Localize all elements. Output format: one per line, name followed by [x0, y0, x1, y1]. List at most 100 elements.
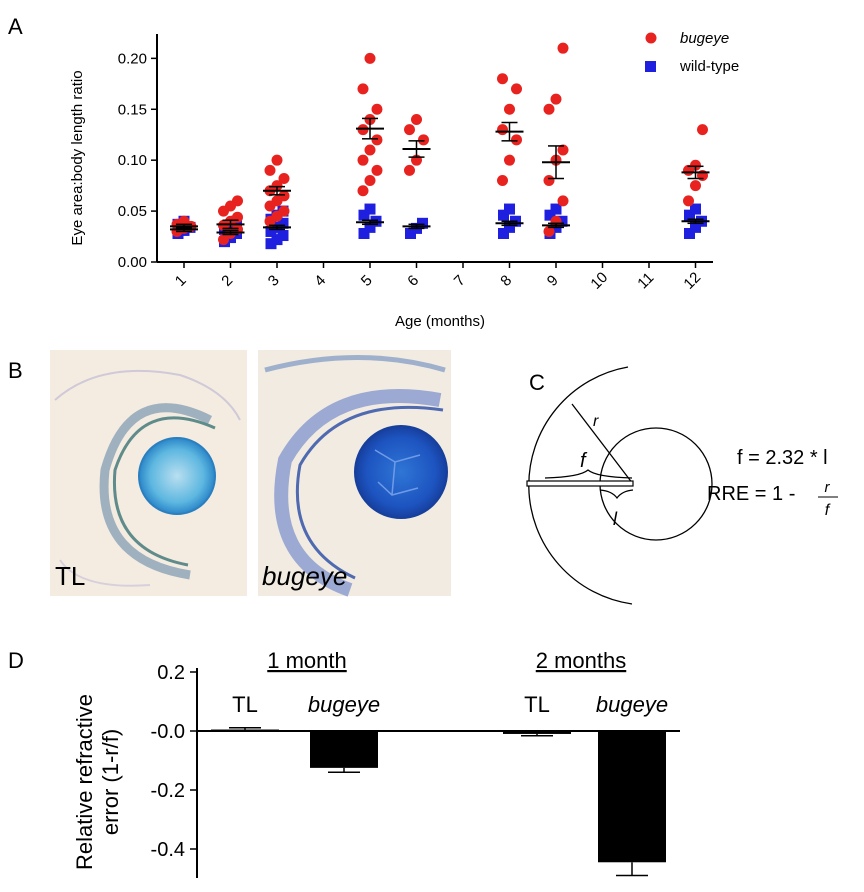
wild-type-point: [364, 221, 376, 233]
histology-tl-image: TL: [50, 350, 247, 596]
diagram-equation-1: f = 2.32 * l: [737, 447, 828, 469]
diagram-eye-outer-arc: [528, 366, 633, 605]
bugeye-point: [497, 73, 508, 85]
panel-letter-b: B: [8, 358, 23, 383]
panel-a-y-tick-label: 0.15: [118, 101, 147, 118]
panel-a-x-tick-label: 3: [265, 272, 283, 290]
histology-tl-tissue: [54, 369, 241, 421]
bugeye-point: [683, 195, 694, 207]
bugeye-point: [232, 195, 243, 207]
bugeye-point: [357, 185, 369, 197]
bugeye-point: [497, 175, 508, 187]
panel-a-x-tick-label: 2: [218, 272, 236, 290]
bugeye-point: [497, 124, 508, 136]
diagram-f-brace: [544, 469, 633, 479]
histology-tl-label: TL: [55, 561, 85, 591]
panel-d-bar-label: TL: [232, 692, 258, 717]
panel-a-y-tick-label: 0.00: [118, 254, 147, 271]
wild-type-point: [265, 238, 277, 250]
bugeye-point: [404, 164, 415, 176]
bugeye-point: [557, 195, 569, 207]
bugeye-point: [364, 175, 376, 187]
panel-a-y-tick-label: 0.10: [118, 152, 147, 169]
panel-a-chart: Eye area:body length ratio Age (months) …: [69, 30, 739, 330]
wild-type-point: [684, 227, 695, 239]
bugeye-point: [357, 154, 369, 166]
panel-d-bar: [211, 729, 279, 732]
histology-bugeye-lens: [354, 425, 448, 519]
eye-diagram: r f l f = 2.32 * l RRE = 1 - r f: [526, 366, 838, 605]
panel-a-error-bars: [170, 117, 710, 236]
panel-d-bar-label: bugeye: [596, 692, 668, 717]
panel-a-x-tick-label: 12: [680, 269, 704, 293]
bugeye-point: [690, 159, 701, 171]
histology-tl-tissue-lower: [59, 559, 151, 587]
panel-d-bar-label: TL: [524, 692, 550, 717]
histology-bugeye-retina-inner: [295, 405, 444, 580]
bugeye-point: [543, 175, 555, 187]
diagram-radius-line: [571, 403, 634, 485]
diagram-fraction-numerator: r: [825, 479, 831, 496]
bugeye-point: [271, 180, 283, 192]
panel-a-x-tick-label: 8: [497, 272, 515, 290]
panel-a-y-tick-label: 0.05: [118, 203, 147, 220]
panel-a-x-tick-label: 1: [172, 272, 190, 290]
panel-letter-c: C: [529, 370, 545, 395]
panel-d-chart: Relative refractive error (1-r/f) 0.2 -0.…: [72, 648, 680, 878]
bugeye-point: [357, 83, 369, 95]
histology-tl-retina-inner: [112, 416, 216, 567]
wild-type-point: [504, 221, 515, 233]
bugeye-point: [697, 124, 708, 136]
wild-type-point: [358, 227, 370, 239]
wild-type-point: [504, 203, 515, 215]
histology-bugeye-tissue: [264, 355, 446, 373]
wild-type-point: [277, 230, 289, 242]
wild-type-point: [417, 217, 428, 229]
bugeye-point: [371, 103, 383, 115]
bugeye-point: [278, 190, 290, 202]
histology-bugeye-label: bugeye: [262, 561, 347, 591]
bugeye-point: [543, 103, 555, 115]
bugeye-point: [511, 83, 522, 95]
panel-d-bar-label: bugeye: [308, 692, 380, 717]
bugeye-point: [371, 134, 383, 146]
panel-a-x-tick-label: 6: [404, 272, 422, 290]
wild-type-point: [498, 227, 509, 239]
bugeye-point: [511, 134, 522, 146]
panel-d-group-1-label: 1 month: [267, 648, 347, 673]
wild-type-point: [277, 217, 289, 229]
bugeye-point: [550, 93, 562, 105]
panel-a-y-tick-label: 0.20: [118, 50, 147, 67]
diagram-axis-bar: [526, 480, 634, 487]
legend-bugeye-label: bugeye: [680, 30, 729, 47]
bugeye-point: [364, 144, 376, 156]
panel-a-points: [171, 42, 708, 250]
panel-d-y-tick-label: -0.0: [151, 721, 185, 743]
panel-letter-a: A: [8, 14, 23, 39]
wild-type-point: [364, 203, 376, 215]
panel-d-y-axis-label-line-1: Relative refractive: [72, 694, 97, 870]
histology-bugeye-retina: [274, 389, 442, 597]
histology-tl-retina: [99, 403, 213, 580]
bugeye-point: [278, 173, 290, 185]
panel-a-x-axis-label: Age (months): [395, 313, 485, 330]
bugeye-point: [364, 52, 376, 64]
bugeye-point: [557, 42, 569, 54]
panel-a-x-tick-label: 4: [311, 272, 329, 290]
panel-d-y-tick-label: -0.4: [151, 839, 185, 861]
panel-d-bar: [503, 731, 571, 734]
bugeye-point: [264, 164, 276, 176]
bugeye-point: [271, 154, 283, 166]
legend-wild-type-label: wild-type: [679, 58, 739, 75]
diagram-l-brace: [599, 489, 634, 500]
wild-type-point: [358, 209, 370, 221]
wild-type-point: [544, 209, 556, 221]
histology-bugeye-lens-cracks: [374, 449, 421, 496]
wild-type-point: [684, 209, 695, 221]
panel-d-bars: TL bugeye TL bugeye: [211, 692, 668, 877]
diagram-l-label: l: [613, 509, 618, 529]
wild-type-point: [498, 209, 509, 221]
panel-letter-d: D: [8, 648, 24, 673]
panel-d-bar: [310, 731, 378, 768]
